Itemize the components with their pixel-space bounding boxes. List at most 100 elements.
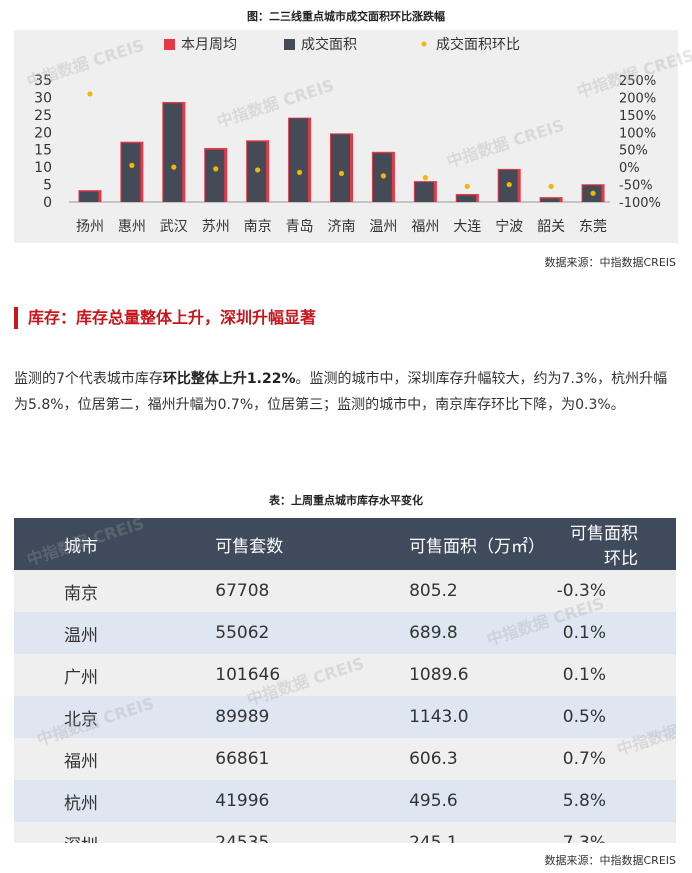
x-tick-label: 温州 bbox=[369, 219, 397, 235]
legend-label: 成交面积环比 bbox=[436, 36, 520, 53]
chart-area: 本月周均 成交面积 成交面积环比 35 30 25 20 15 10 5 0 250% 200% 150%… bbox=[14, 30, 692, 243]
chart-caption: 图：二三线重点城市成交面积环比涨跌幅 bbox=[247, 10, 445, 23]
x-tick-label: 大连 bbox=[453, 219, 481, 235]
legend-swatch bbox=[164, 39, 175, 50]
y-right-tick-label: 250% bbox=[619, 74, 656, 89]
header-units: 可售套数 bbox=[170, 518, 355, 570]
y-left-tick-label: 15 bbox=[34, 143, 52, 159]
y-left-tick-label: 5 bbox=[43, 178, 52, 194]
cell-change: -0.3% bbox=[555, 570, 676, 612]
cell-units: 101646 bbox=[170, 654, 355, 696]
section-heading: 库存：库存总量整体上升，深圳升幅显著 bbox=[14, 307, 316, 329]
dot-mom-change bbox=[422, 175, 428, 181]
chart-source: 数据来源：中指数据CREIS bbox=[544, 256, 677, 269]
dot-mom-change bbox=[506, 181, 512, 188]
dot-mom-change bbox=[548, 183, 554, 189]
y-left-tick-label: 25 bbox=[34, 108, 52, 124]
paragraph-highlight: 环比整体上升1.22% bbox=[162, 371, 296, 387]
bar-transaction-area bbox=[540, 198, 560, 202]
legend-swatch bbox=[421, 41, 427, 47]
cell-area: 495.6 bbox=[354, 780, 556, 822]
cell-change: 5.8% bbox=[555, 780, 676, 822]
inventory-table: 城市 可售套数 可售面积（万㎡） 可售面积环比 南京 67708 805.2 -0.3… bbox=[14, 518, 676, 843]
dot-mom-change bbox=[380, 173, 387, 179]
bar-transaction-area bbox=[121, 143, 141, 202]
x-tick-label: 东莞 bbox=[579, 219, 607, 235]
inventory-table-wrap: 城市 可售套数 可售面积（万㎡） 可售面积环比 南京 67708 805.2 -0.3… bbox=[14, 518, 676, 843]
y-right-tick-label: -100% bbox=[619, 196, 661, 211]
paragraph-part1: 监测的7个代表城市库存 bbox=[14, 371, 163, 387]
table-row: 广州 101646 1089.6 0.1% bbox=[14, 654, 676, 696]
bar-transaction-area bbox=[205, 149, 225, 202]
y-right-tick-label: 200% bbox=[619, 91, 656, 106]
bar-transaction-area bbox=[331, 134, 350, 202]
y-left-tick-label: 30 bbox=[34, 90, 52, 106]
bar-transaction-area bbox=[414, 182, 434, 202]
dot-mom-change bbox=[87, 91, 93, 97]
table-header-row: 城市 可售套数 可售面积（万㎡） 可售面积环比 bbox=[14, 518, 676, 570]
cell-area: 1143.0 bbox=[354, 696, 556, 738]
header-change: 可售面积环比 bbox=[555, 518, 676, 570]
cell-units: 24535 bbox=[170, 822, 355, 843]
cell-area: 606.3 bbox=[354, 738, 556, 780]
bar-transaction-area bbox=[456, 195, 476, 202]
bar-transaction-area bbox=[79, 191, 99, 202]
y-right-tick-label: 0% bbox=[619, 161, 640, 176]
cell-change: 0.5% bbox=[555, 696, 676, 738]
table-row: 福州 66861 606.3 0.7% bbox=[14, 738, 676, 780]
cell-change: 7.3% bbox=[555, 822, 676, 843]
cell-city: 温州 bbox=[14, 612, 171, 654]
x-tick-label: 宁波 bbox=[495, 218, 523, 235]
bar-transaction-area bbox=[289, 118, 309, 202]
y-right-tick-label: 50% bbox=[619, 144, 648, 159]
dot-mom-change bbox=[171, 164, 177, 170]
x-tick-label: 青岛 bbox=[286, 219, 314, 235]
y-right-tick-label: 150% bbox=[619, 109, 656, 124]
y-left-tick-label: 20 bbox=[34, 125, 52, 141]
cell-city: 南京 bbox=[14, 570, 171, 612]
paragraph-part2: 。监测的城市中，深圳库存升幅较大，约为7.3%，杭州升幅为5.8%，位居第二，福… bbox=[14, 371, 668, 413]
x-tick-label: 武汉 bbox=[160, 219, 188, 235]
table-row: 温州 55062 689.8 0.1% bbox=[14, 612, 676, 654]
y-right-tick-label: -50% bbox=[619, 179, 653, 194]
cell-change: 0.1% bbox=[555, 612, 676, 654]
x-tick-label: 韶关 bbox=[537, 219, 565, 235]
cell-city: 北京 bbox=[14, 696, 171, 738]
cell-units: 55062 bbox=[170, 612, 355, 654]
bar-transaction-area bbox=[163, 103, 183, 202]
cell-units: 89989 bbox=[170, 696, 355, 738]
table-row: 北京 89989 1143.0 0.5% bbox=[14, 696, 676, 738]
x-tick-label: 南京 bbox=[244, 219, 272, 235]
dot-mom-change bbox=[464, 183, 470, 189]
legend-label: 本月周均 bbox=[181, 37, 237, 53]
x-tick-label: 济南 bbox=[328, 219, 356, 235]
legend-swatch bbox=[284, 39, 295, 50]
cell-area: 689.8 bbox=[354, 612, 556, 654]
dot-mom-change bbox=[255, 167, 261, 173]
header-city: 城市 bbox=[14, 518, 171, 570]
cell-city: 广州 bbox=[14, 654, 171, 696]
cell-change: 0.7% bbox=[555, 738, 676, 780]
cell-units: 41996 bbox=[170, 780, 355, 822]
cell-city: 杭州 bbox=[14, 780, 171, 822]
cell-city: 深圳 bbox=[14, 822, 171, 843]
dot-mom-change bbox=[129, 162, 135, 168]
cell-area: 805.2 bbox=[354, 570, 556, 612]
y-left-tick-label: 0 bbox=[43, 195, 52, 211]
cell-change: 0.1% bbox=[555, 654, 676, 696]
header-area: 可售面积（万㎡） bbox=[354, 518, 556, 570]
y-right-tick-label: 100% bbox=[619, 126, 656, 141]
dot-mom-change bbox=[590, 190, 596, 196]
dot-mom-change bbox=[296, 169, 303, 175]
cell-area: 245.1 bbox=[354, 822, 556, 843]
dot-mom-change bbox=[213, 166, 219, 172]
cell-area: 1089.6 bbox=[354, 654, 556, 696]
x-tick-label: 扬州 bbox=[76, 219, 104, 235]
dot-mom-change bbox=[338, 170, 345, 177]
x-tick-label: 福州 bbox=[411, 219, 439, 235]
cell-units: 66861 bbox=[170, 738, 355, 780]
y-left-tick-label: 35 bbox=[34, 73, 52, 89]
table-row: 深圳24535245.17.3% bbox=[14, 822, 676, 843]
table-row: 南京 67708 805.2 -0.3% bbox=[14, 570, 676, 612]
